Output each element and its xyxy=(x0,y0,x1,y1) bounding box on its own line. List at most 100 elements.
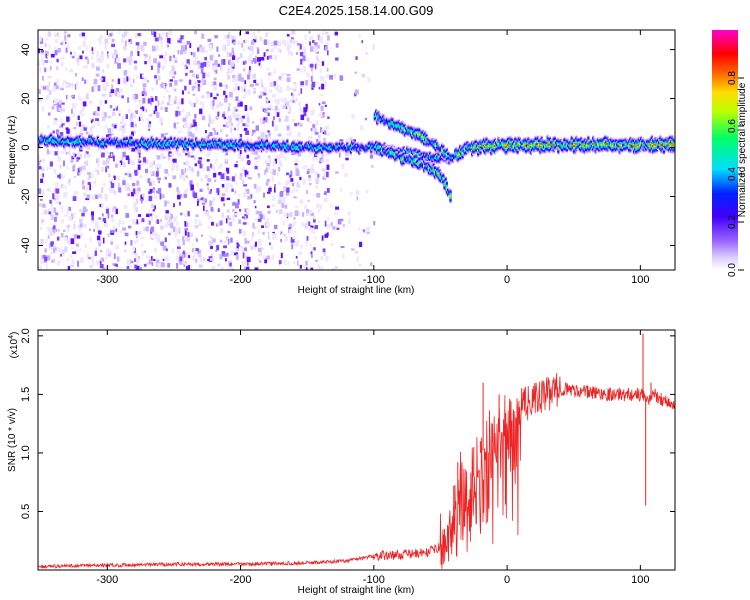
tone-cell xyxy=(197,143,200,146)
noise-cell xyxy=(174,80,178,86)
noise-cell xyxy=(325,256,329,262)
noise-cell xyxy=(229,262,232,267)
noise-cell xyxy=(271,94,276,98)
noise-cell xyxy=(229,59,231,65)
noise-cell xyxy=(271,120,274,127)
noise-cell xyxy=(177,248,181,255)
noise-cell xyxy=(327,116,330,120)
noise-cell xyxy=(124,185,128,192)
noise-cell xyxy=(248,69,251,76)
noise-cell xyxy=(249,66,251,72)
noise-cell xyxy=(277,181,281,185)
noise-cell xyxy=(254,59,257,64)
noise-cell xyxy=(47,235,50,239)
noise-cell xyxy=(240,156,245,162)
noise-cell xyxy=(292,183,294,187)
noise-cell xyxy=(355,190,360,196)
noise-cell xyxy=(236,96,239,100)
noise-cell xyxy=(246,174,250,179)
noise-cell xyxy=(365,52,368,55)
noise-cell xyxy=(278,195,282,201)
noise-cell xyxy=(121,221,125,225)
noise-cell xyxy=(155,96,158,101)
tone-cell xyxy=(99,142,102,144)
noise-cell xyxy=(67,227,70,232)
noise-cell xyxy=(76,157,80,160)
noise-cell xyxy=(249,45,254,51)
noise-cell xyxy=(127,158,130,165)
noise-cell xyxy=(330,222,333,227)
noise-cell xyxy=(209,92,213,98)
noise-cell xyxy=(340,246,345,249)
tone-cell xyxy=(261,142,264,145)
noise-cell xyxy=(324,130,327,135)
noise-cell xyxy=(160,106,164,110)
noise-cell xyxy=(295,205,298,209)
tone-cell xyxy=(478,146,481,148)
noise-cell xyxy=(230,61,235,67)
noise-cell xyxy=(197,160,202,164)
noise-cell xyxy=(78,33,82,36)
noise-cell xyxy=(74,83,77,90)
noise-cell xyxy=(223,59,226,65)
noise-cell xyxy=(168,30,173,36)
noise-cell xyxy=(135,231,138,236)
tone-cell xyxy=(315,148,318,151)
noise-cell xyxy=(175,110,179,117)
noise-cell xyxy=(105,82,109,85)
noise-cell xyxy=(190,166,193,172)
noise-cell xyxy=(180,172,185,175)
noise-cell xyxy=(202,168,205,172)
tone-cell xyxy=(421,157,424,160)
noise-cell xyxy=(137,164,141,170)
noise-cell xyxy=(187,127,191,132)
noise-cell xyxy=(191,150,193,155)
tone-cell xyxy=(237,145,240,148)
tone-cell xyxy=(361,146,364,149)
noise-cell xyxy=(354,92,357,97)
tone-cell xyxy=(240,144,243,147)
noise-cell xyxy=(311,81,316,88)
noise-cell xyxy=(289,174,292,178)
noise-cell xyxy=(246,154,250,159)
tone-cell xyxy=(95,142,98,144)
noise-cell xyxy=(299,107,303,114)
noise-cell xyxy=(177,153,182,157)
noise-cell xyxy=(285,190,290,196)
noise-cell xyxy=(293,98,297,104)
noise-cell xyxy=(295,170,300,176)
tone-cell xyxy=(165,144,168,147)
noise-cell xyxy=(197,198,200,203)
tone-cell xyxy=(598,144,601,147)
noise-cell xyxy=(52,193,55,199)
noise-cell xyxy=(188,240,190,244)
noise-cell xyxy=(53,88,56,92)
noise-cell xyxy=(311,67,313,72)
tone-cell xyxy=(472,147,475,150)
noise-cell xyxy=(137,214,142,217)
noise-cell xyxy=(63,170,65,173)
noise-cell xyxy=(298,174,300,178)
noise-cell xyxy=(268,55,272,59)
noise-cell xyxy=(182,117,187,122)
tone-cell xyxy=(233,145,236,148)
noise-cell xyxy=(94,168,99,173)
noise-cell xyxy=(140,194,144,201)
noise-cell xyxy=(245,130,250,135)
tone-cell xyxy=(481,144,484,147)
noise-cell xyxy=(232,55,236,60)
noise-cell xyxy=(253,73,256,79)
noise-cell xyxy=(156,219,160,224)
noise-cell xyxy=(251,231,255,237)
noise-cell xyxy=(57,157,62,163)
noise-cell xyxy=(231,266,233,270)
noise-cell xyxy=(320,127,322,133)
noise-cell xyxy=(114,122,118,127)
tone-cell xyxy=(370,147,373,150)
noise-cell xyxy=(49,247,53,250)
noise-cell xyxy=(277,199,282,205)
noise-cell xyxy=(362,229,365,233)
noise-cell xyxy=(112,125,114,129)
noise-cell xyxy=(71,103,76,109)
noise-cell xyxy=(274,158,277,164)
